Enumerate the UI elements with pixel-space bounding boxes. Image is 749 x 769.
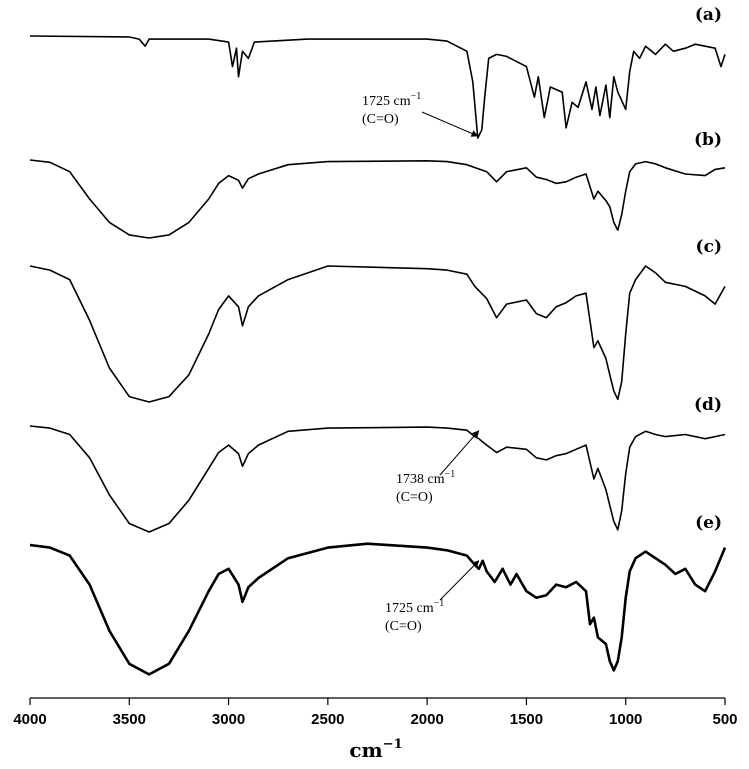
x-tick-label-4000: 4000	[13, 711, 46, 728]
spectrum-line-c	[29, 265, 726, 403]
x-axis-label: cm−1	[349, 737, 402, 762]
annotation-arrow-2	[439, 560, 480, 601]
spectrum-line-e	[29, 542, 727, 676]
annotation-arrow-0	[421, 111, 479, 137]
x-tick-label-2000: 2000	[410, 711, 443, 728]
panel-label-e: (e)	[695, 513, 722, 533]
annotation-group-1: (C=O)	[396, 490, 433, 505]
annotation-wavenumber-2: 1725 cm−1	[385, 598, 444, 616]
panel-label-b: (b)	[694, 130, 722, 150]
panel-label-c: (c)	[696, 237, 722, 257]
x-tick-label-3000: 3000	[212, 711, 245, 728]
panel-label-a: (a)	[695, 5, 722, 25]
panel-labels: (a) (b) (c) (d) (e)	[694, 5, 722, 533]
spectrum-line-a	[29, 35, 726, 139]
spectrum-line-d	[29, 425, 726, 533]
spectra-traces	[29, 35, 727, 676]
annotation-group-0: (C=O)	[362, 112, 399, 127]
x-tick-label-2500: 2500	[311, 711, 344, 728]
x-axis: 4000 3500 3000 2500 2000 1500 1000 500	[13, 697, 738, 728]
x-tick-label-1000: 1000	[609, 711, 642, 728]
panel-label-d: (d)	[694, 395, 722, 415]
x-tick-label-1500: 1500	[510, 711, 543, 728]
annotation-wavenumber-1: 1738 cm−1	[396, 469, 455, 487]
x-tick-label-500: 500	[712, 711, 737, 728]
annotation-arrow-1	[439, 430, 480, 476]
peak-annotations: 1725 cm−1 (C=O) 1738 cm−1 (C=O) 1725 cm−1 (C=…	[362, 91, 480, 634]
spectrum-line-b	[29, 159, 726, 239]
annotation-wavenumber-0: 1725 cm−1	[362, 91, 421, 109]
annotation-group-2: (C=O)	[385, 619, 422, 634]
x-tick-label-3500: 3500	[113, 711, 146, 728]
